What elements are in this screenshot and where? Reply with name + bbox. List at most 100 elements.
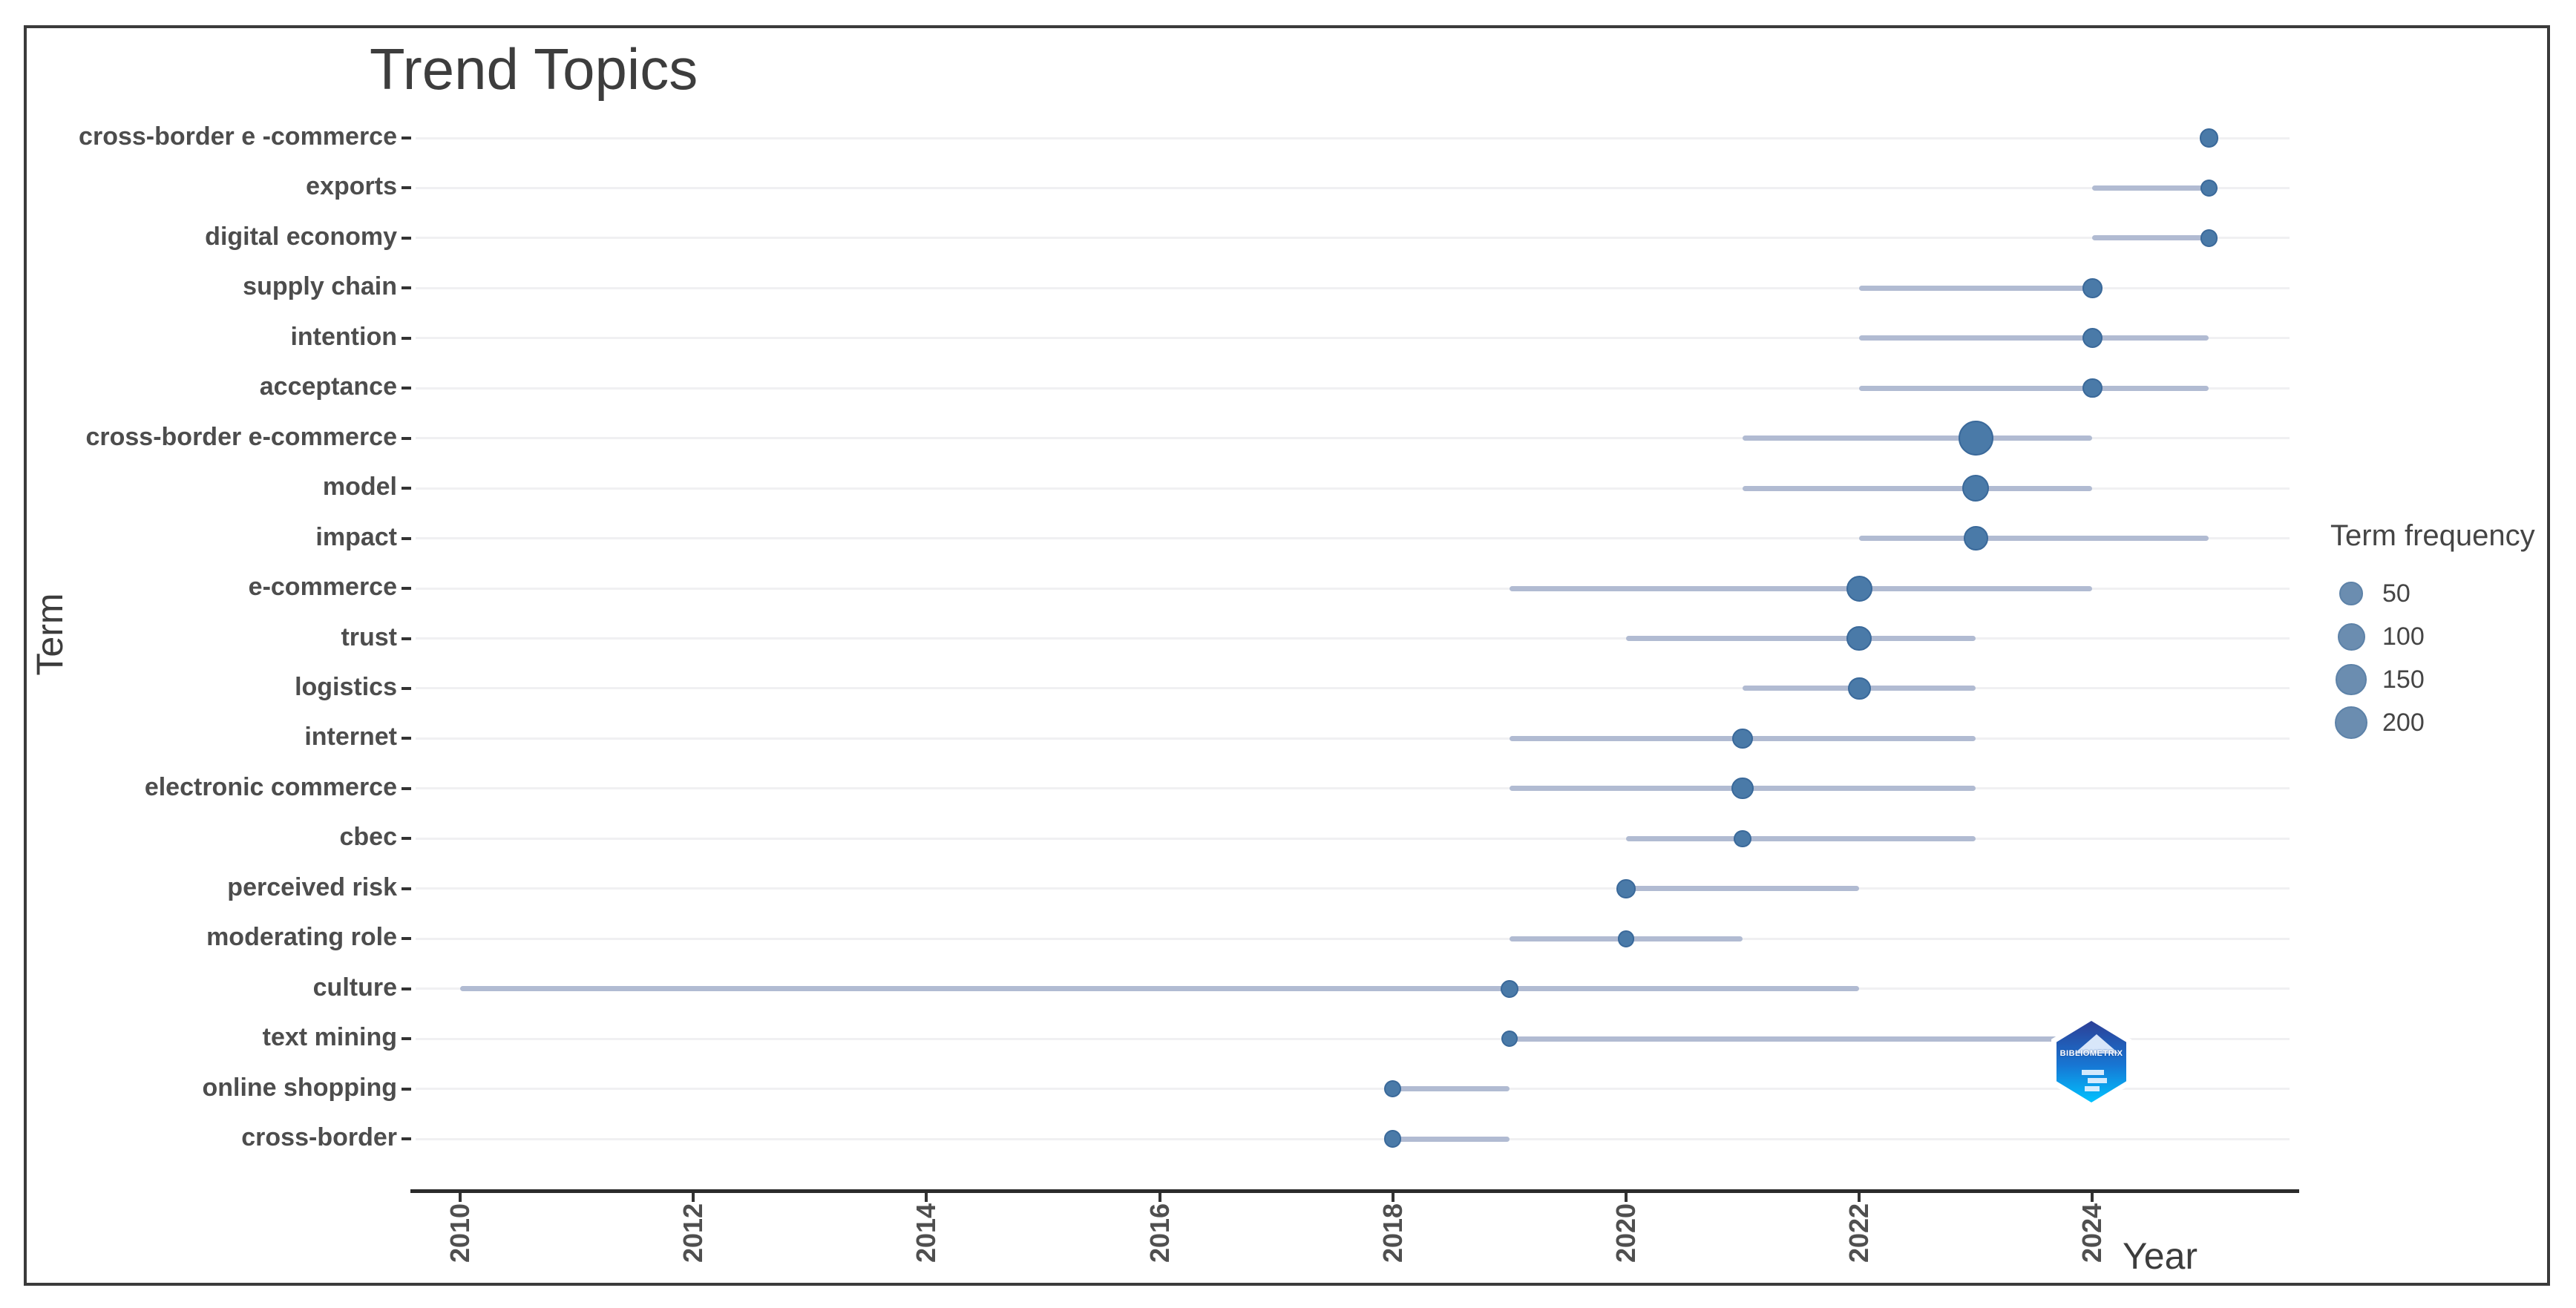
term-range-line xyxy=(1392,1086,1510,1092)
term-label: e-commerce xyxy=(248,573,397,602)
term-range-line xyxy=(1392,1136,1510,1142)
year-tick-label: 2016 xyxy=(1144,1203,1175,1263)
y-axis-tick xyxy=(402,637,411,640)
row-gridline xyxy=(416,887,2290,890)
x-axis-tick xyxy=(692,1192,695,1202)
legend-size-dot xyxy=(2334,706,2368,740)
row-gridline xyxy=(416,437,2290,440)
y-axis-tick xyxy=(402,236,411,240)
term-frequency-dot xyxy=(2082,278,2103,298)
legend-dot-cell xyxy=(2330,622,2372,651)
legend-item: 100 xyxy=(2330,615,2535,658)
term-range-line xyxy=(460,986,1860,992)
row-gridline xyxy=(416,286,2290,289)
year-tick-label: 2024 xyxy=(2077,1203,2108,1263)
chart-title: Trend Topics xyxy=(370,36,698,102)
term-range-line xyxy=(1859,335,2209,341)
term-label: culture xyxy=(312,973,397,1002)
term-frequency-dot xyxy=(2199,128,2219,148)
term-frequency-dot xyxy=(1846,625,1872,651)
legend-title: Term frequency xyxy=(2330,519,2535,552)
y-axis-tick xyxy=(402,1037,411,1041)
term-label: impact xyxy=(315,522,397,551)
term-range-line xyxy=(2092,185,2209,191)
term-range-line xyxy=(1626,835,1976,841)
legend-dot-cell xyxy=(2330,706,2372,740)
bibliometrix-logo: BIBLIOMETRIX xyxy=(2051,1015,2131,1108)
legend-item: 50 xyxy=(2330,572,2535,615)
term-frequency-dot xyxy=(2082,328,2103,349)
term-label: logistics xyxy=(295,672,397,701)
term-range-line xyxy=(1626,636,1976,641)
year-tick-label: 2022 xyxy=(1843,1203,1875,1263)
row-gridline xyxy=(416,837,2290,840)
x-axis-tick xyxy=(2091,1192,2094,1202)
logo-wordmark: BIBLIOMETRIX xyxy=(2059,1049,2123,1058)
x-axis-line xyxy=(410,1189,2299,1193)
legend-size-label: 100 xyxy=(2382,622,2425,651)
term-frequency-dot xyxy=(1958,421,1993,456)
year-tick-label: 2012 xyxy=(678,1203,709,1263)
term-frequency-dot xyxy=(1734,829,1751,847)
row-gridline xyxy=(416,487,2290,490)
y-axis-tick xyxy=(402,987,411,990)
logo-stairs-icon xyxy=(2082,1070,2104,1075)
term-label: cbec xyxy=(339,823,398,852)
term-label: intention xyxy=(290,322,397,351)
x-axis-title: Year xyxy=(2123,1235,2198,1277)
term-label: internet xyxy=(304,723,397,752)
row-gridline xyxy=(416,687,2290,690)
row-gridline xyxy=(416,587,2290,590)
y-axis-tick xyxy=(402,536,411,540)
y-axis-tick xyxy=(402,387,411,390)
legend-size-dot xyxy=(2336,664,2367,695)
term-range-line xyxy=(1859,385,2209,391)
row-gridline xyxy=(416,387,2290,390)
legend-size-dot xyxy=(2337,622,2365,651)
y-axis-tick xyxy=(402,937,411,941)
row-gridline xyxy=(416,337,2290,340)
term-label: acceptance xyxy=(259,372,397,401)
term-frequency-dot xyxy=(1847,677,1871,700)
term-range-line xyxy=(1859,536,2209,542)
logo-stairs-icon xyxy=(2085,1086,2100,1091)
row-gridline xyxy=(416,737,2290,740)
term-frequency-dot xyxy=(1846,575,1872,602)
y-axis-tick xyxy=(402,837,411,841)
y-axis-tick xyxy=(402,436,411,440)
size-legend: Term frequency 50 100 150 200 xyxy=(2330,519,2535,744)
row-gridline xyxy=(416,137,2290,139)
term-label: trust xyxy=(341,622,397,651)
y-axis-tick xyxy=(402,137,411,139)
legend-size-label: 150 xyxy=(2382,665,2425,694)
legend-item: 150 xyxy=(2330,658,2535,701)
x-axis-tick xyxy=(1158,1192,1161,1202)
term-label: perceived risk xyxy=(227,872,397,901)
year-tick-label: 2010 xyxy=(445,1203,475,1263)
term-label: moderating role xyxy=(206,923,397,952)
row-gridline xyxy=(416,637,2290,640)
x-axis-tick xyxy=(925,1192,928,1202)
term-range-line xyxy=(1859,285,2093,291)
legend-items: 50 100 150 200 xyxy=(2330,572,2535,744)
y-axis-tick xyxy=(402,1087,411,1091)
y-axis-tick xyxy=(402,336,411,340)
term-label: online shopping xyxy=(202,1073,397,1102)
year-tick-label: 2014 xyxy=(911,1203,942,1263)
y-axis-tick xyxy=(402,487,411,490)
row-gridline xyxy=(416,186,2290,189)
row-gridline xyxy=(416,1037,2290,1040)
year-tick-label: 2018 xyxy=(1377,1203,1408,1263)
term-frequency-dot xyxy=(2082,378,2103,398)
term-frequency-dot xyxy=(1501,1030,1518,1048)
term-range-line xyxy=(1509,585,2093,591)
row-gridline xyxy=(416,237,2290,240)
term-frequency-dot xyxy=(1500,979,1518,998)
term-frequency-dot xyxy=(1962,475,1990,502)
legend-item: 200 xyxy=(2330,701,2535,744)
row-gridline xyxy=(416,1088,2290,1091)
year-tick-label: 2020 xyxy=(1610,1203,1641,1263)
term-frequency-dot xyxy=(1617,930,1635,947)
y-axis-tick xyxy=(402,887,411,890)
